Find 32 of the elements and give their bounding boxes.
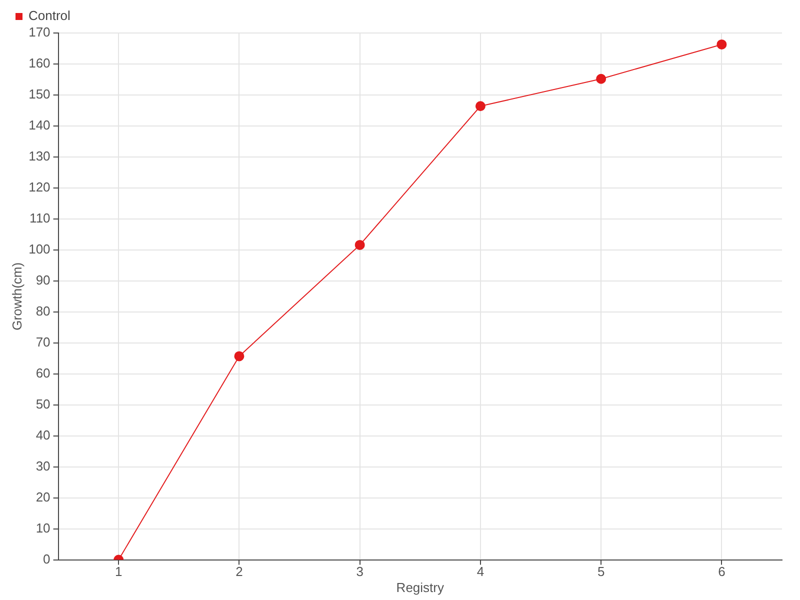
y-tick-label: 100 <box>28 241 50 256</box>
y-tick-label: 60 <box>36 365 50 380</box>
point <box>354 240 365 250</box>
y-tick-label: 150 <box>28 86 50 102</box>
y-tick-label: 90 <box>36 272 50 288</box>
y-axis-title: Growth(cm) <box>9 262 24 330</box>
y-tick-label: 80 <box>36 303 50 318</box>
y-tick-label: 0 <box>43 551 50 566</box>
x-tick-label: 5 <box>597 564 605 580</box>
x-tick-label: 1 <box>114 564 122 580</box>
y-tick-label: 70 <box>36 334 50 350</box>
y-tick-label: 120 <box>28 180 50 195</box>
y-tick-label: 50 <box>36 396 50 412</box>
legend-label: Control <box>28 8 71 24</box>
x-tick-label: 2 <box>236 564 243 580</box>
y-tick-label: 40 <box>36 427 50 442</box>
y-tick-label: 110 <box>30 210 50 226</box>
y-tick-label: 30 <box>36 458 50 474</box>
y-tick-label: 170 <box>28 24 50 40</box>
x-tick-label: 4 <box>476 564 484 580</box>
point <box>596 74 606 84</box>
x-tick-label: 3 <box>356 564 364 580</box>
y-tick-label: 140 <box>28 118 50 133</box>
y-tick-label: 10 <box>36 520 50 536</box>
point <box>716 39 727 50</box>
point <box>475 101 486 112</box>
x-axis-title: Registry <box>396 580 444 595</box>
y-tick-label: 160 <box>28 56 50 71</box>
y-tick-label: 20 <box>36 489 50 504</box>
y-tick-label: 130 <box>28 148 50 164</box>
point <box>234 351 244 362</box>
x-tick-label: 6 <box>718 564 726 580</box>
